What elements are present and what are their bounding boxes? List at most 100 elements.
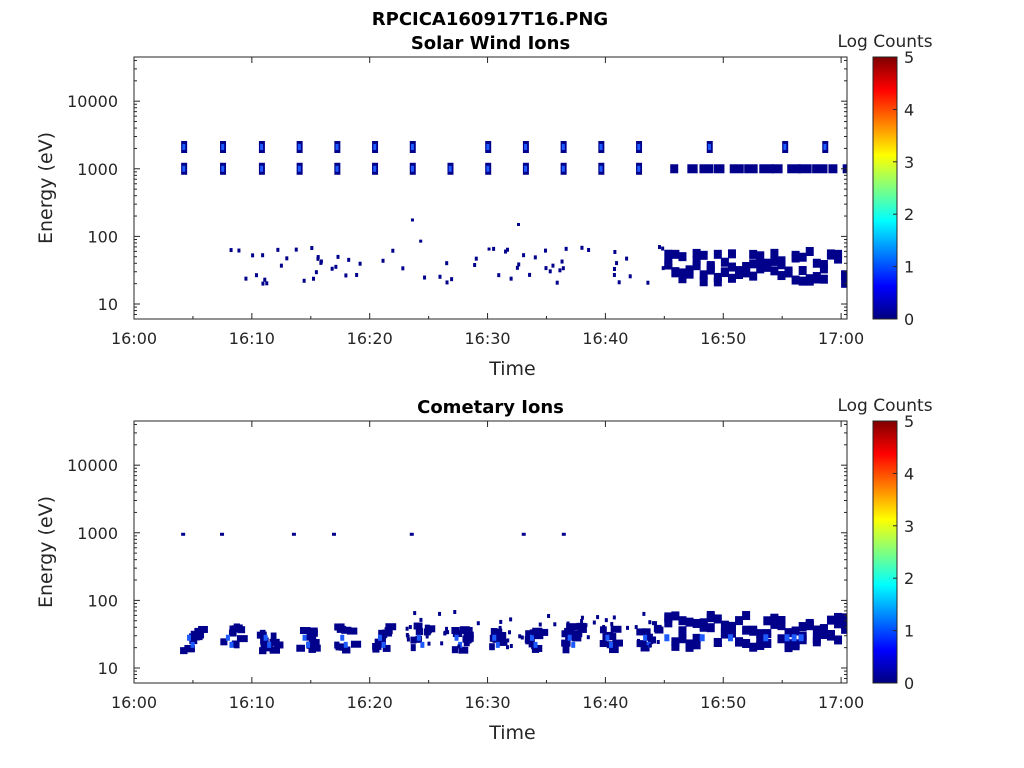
burst-cell bbox=[489, 643, 495, 651]
noise-cell bbox=[413, 611, 417, 616]
band-cell bbox=[706, 265, 715, 275]
burst-cell bbox=[525, 630, 534, 638]
band-cell bbox=[749, 249, 758, 259]
noise-cell bbox=[294, 247, 298, 252]
burst-cell bbox=[231, 640, 240, 648]
noise-cell bbox=[428, 630, 432, 635]
burst-core-cell bbox=[373, 165, 377, 172]
band-cell bbox=[826, 631, 835, 641]
burst-cell bbox=[180, 647, 188, 655]
band-cell bbox=[763, 638, 772, 648]
burst-cell bbox=[334, 641, 340, 649]
band-cell bbox=[685, 269, 694, 279]
burst-core-cell bbox=[260, 165, 264, 172]
band-cell bbox=[777, 621, 786, 631]
band-cell bbox=[826, 615, 835, 625]
band-cell bbox=[664, 249, 673, 259]
noise-cell bbox=[615, 261, 619, 266]
y-axis-label: Energy (eV) bbox=[35, 132, 57, 244]
noise-cell bbox=[330, 266, 334, 271]
panel-title: Cometary Ions bbox=[417, 397, 564, 418]
noise-cell bbox=[314, 270, 318, 275]
noise-cell bbox=[528, 272, 532, 277]
band-cell bbox=[749, 259, 758, 269]
noise-cell bbox=[509, 644, 513, 649]
burst-cell bbox=[260, 637, 269, 645]
burst-cell bbox=[451, 627, 460, 635]
y-tick-label: 10000 bbox=[67, 456, 118, 475]
band-cell bbox=[749, 642, 758, 652]
burst-core-cell bbox=[229, 641, 234, 648]
burst-core-cell bbox=[529, 634, 534, 641]
band-cell bbox=[841, 620, 847, 630]
band-cell bbox=[735, 267, 744, 277]
burst-cell bbox=[534, 644, 543, 652]
burst-core-cell bbox=[416, 634, 421, 641]
noise-cell bbox=[529, 629, 533, 634]
band-cell bbox=[699, 622, 708, 632]
burst-core-cell bbox=[297, 165, 301, 172]
band-cell bbox=[749, 271, 758, 281]
x-tick-label: 17:00 bbox=[818, 693, 864, 712]
band-cell bbox=[777, 260, 786, 270]
burst-core-cell bbox=[571, 641, 576, 648]
burst-cell bbox=[181, 532, 186, 536]
x-tick-label: 16:50 bbox=[700, 693, 746, 712]
noise-cell bbox=[580, 615, 584, 620]
band-cell bbox=[692, 248, 701, 258]
band-cell bbox=[699, 164, 714, 174]
noise-cell bbox=[312, 276, 316, 281]
band-cell bbox=[834, 612, 843, 622]
band-cell bbox=[664, 618, 673, 628]
burst-cell bbox=[331, 532, 336, 536]
burst-core-cell bbox=[381, 641, 386, 648]
noise-cell bbox=[506, 247, 510, 252]
x-tick-label: 16:00 bbox=[111, 693, 157, 712]
noise-cell bbox=[558, 268, 562, 273]
noise-cell bbox=[625, 256, 629, 261]
burst-cell bbox=[410, 644, 416, 652]
band-cell bbox=[828, 164, 838, 174]
band-cell bbox=[763, 616, 772, 626]
band-cell bbox=[791, 275, 800, 285]
band-core-cell bbox=[699, 634, 705, 642]
burst-core-cell bbox=[533, 641, 538, 648]
burst-cell bbox=[463, 639, 470, 647]
plot-frame bbox=[133, 420, 848, 684]
burst-core-cell bbox=[343, 641, 348, 648]
noise-cell bbox=[410, 218, 414, 222]
burst-cell bbox=[492, 631, 500, 639]
colorbar: Log Counts 0 1 2 3 4 5 bbox=[837, 32, 932, 329]
noise-cell bbox=[499, 619, 503, 624]
band-cell bbox=[763, 262, 772, 272]
band-cell bbox=[671, 268, 680, 278]
noise-cell bbox=[505, 645, 509, 650]
band-cell bbox=[798, 276, 807, 286]
burst-core-cell bbox=[495, 641, 500, 648]
burst-cell bbox=[409, 532, 414, 536]
burst-core-cell bbox=[340, 634, 345, 641]
band-cell bbox=[770, 614, 779, 624]
burst-cell bbox=[193, 631, 205, 639]
noise-cell bbox=[476, 621, 480, 626]
burst-cell bbox=[532, 627, 543, 635]
colorbar-tick-label: 1 bbox=[904, 258, 914, 277]
burst-cell bbox=[312, 644, 321, 652]
noise-cell bbox=[457, 644, 461, 649]
colorbar-tick-label: 5 bbox=[904, 412, 914, 431]
burst-cell bbox=[260, 642, 272, 650]
noise-cell bbox=[648, 643, 652, 648]
burst-cell bbox=[374, 638, 384, 646]
burst-cell bbox=[451, 646, 459, 654]
burst-cell bbox=[612, 639, 623, 647]
burst-cell bbox=[307, 641, 316, 649]
band-cell bbox=[759, 164, 774, 174]
burst-cell bbox=[338, 623, 345, 631]
burst-cell bbox=[410, 636, 417, 644]
band-cell bbox=[791, 639, 800, 649]
noise-cell bbox=[522, 253, 526, 258]
noise-cell bbox=[652, 621, 656, 626]
noise-cell bbox=[560, 259, 564, 264]
band-cell bbox=[678, 268, 687, 278]
x-tick-label: 16:50 bbox=[700, 329, 746, 348]
